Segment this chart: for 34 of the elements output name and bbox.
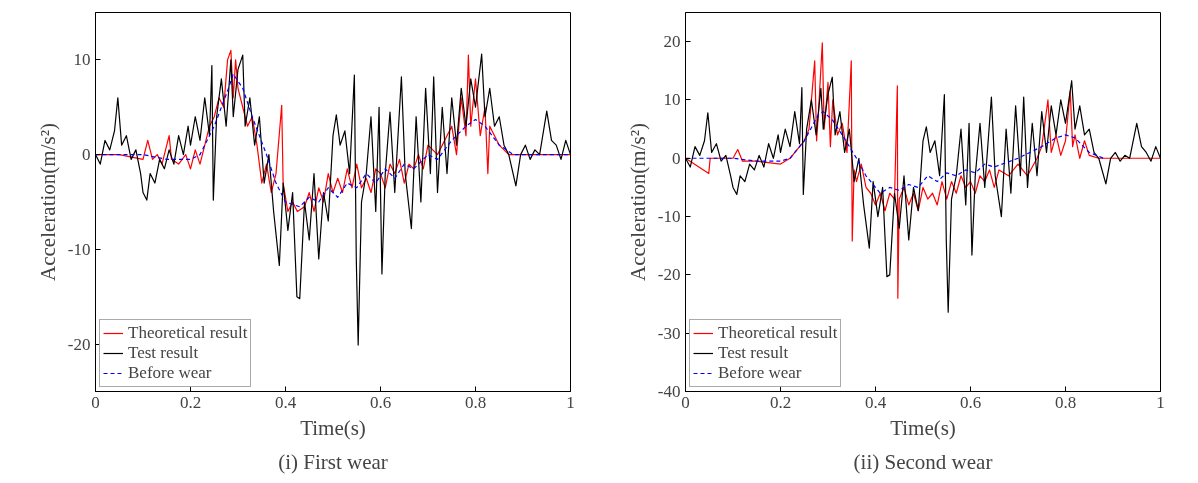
y-tick-label: -20	[657, 265, 681, 285]
legend-label: Before wear	[718, 363, 802, 383]
y-tick-label: 10	[73, 50, 91, 70]
y-tick-label: -10	[657, 207, 681, 227]
x-tick-label: 0.4	[274, 392, 297, 412]
y-tick-label: 0	[82, 145, 91, 165]
legend-label: Theoretical result	[128, 323, 248, 343]
x-tick-label: 0.8	[464, 392, 487, 412]
legend-label: Test result	[128, 343, 199, 363]
x-tick-label: 0.2	[769, 392, 792, 412]
text: (i) First wear	[278, 449, 388, 474]
y-tick-label: -10	[67, 239, 91, 259]
x-tick-label: 1	[1156, 392, 1165, 412]
text: (ii) Second wear	[853, 449, 993, 474]
legend-label: Test result	[718, 343, 789, 363]
legend-label: Theoretical result	[718, 323, 838, 343]
x-tick-label: 0.6	[959, 392, 982, 412]
x-tick-label: 0.2	[179, 392, 202, 412]
x-tick-label: 0.8	[1054, 392, 1077, 412]
x-axis-title: Time(s)	[890, 415, 956, 440]
y-tick-label: -30	[657, 323, 681, 343]
y-tick-label: -20	[67, 334, 91, 354]
y-axis-title: Acceleration(m/s²)	[625, 123, 650, 281]
x-tick-label: 1	[566, 392, 575, 412]
y-axis-title: Acceleration(m/s²)	[35, 123, 60, 281]
legend-label: Before wear	[128, 363, 212, 383]
x-tick-label: 0.4	[864, 392, 887, 412]
y-tick-label: 0	[672, 148, 681, 168]
y-tick-label: 20	[663, 32, 681, 52]
x-axis-title: Time(s)	[300, 415, 366, 440]
y-tick-label: -40	[657, 382, 681, 401]
x-tick-label: 0.6	[369, 392, 392, 412]
y-tick-label: 10	[663, 90, 681, 110]
line-series	[685, 42, 1161, 299]
